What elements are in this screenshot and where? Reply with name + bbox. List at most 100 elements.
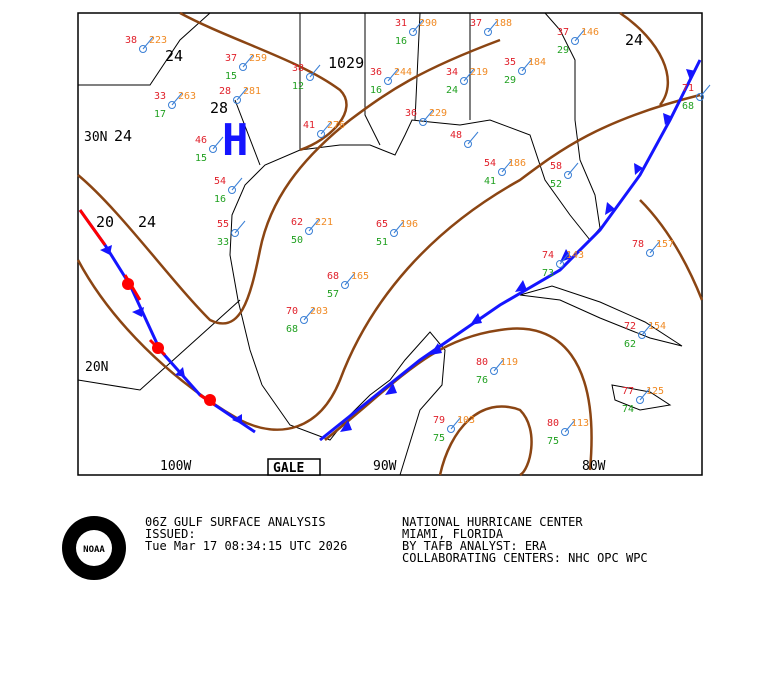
pressure: 188 — [494, 18, 512, 29]
dewpoint: 74 — [622, 404, 634, 415]
pressure: 113 — [571, 418, 589, 429]
dewpoint: 24 — [446, 85, 458, 96]
station-circle — [696, 93, 704, 101]
dewpoint: 41 — [484, 176, 496, 187]
high-center: H — [222, 115, 249, 166]
dewpoint: 29 — [557, 45, 569, 56]
station-circle — [409, 28, 417, 36]
wind-barb — [171, 92, 183, 106]
wind-barb — [501, 159, 513, 173]
pressure: 221 — [315, 217, 333, 228]
wind-barb — [212, 136, 224, 150]
station-circle — [556, 260, 564, 268]
pressure: 281 — [243, 86, 261, 97]
wind-barb — [242, 54, 254, 68]
lat-label: 30N — [84, 130, 107, 145]
dewpoint: 62 — [624, 339, 636, 350]
gale-label: GALE — [273, 461, 304, 476]
lon-label: 100W — [160, 459, 191, 474]
dewpoint: 52 — [550, 179, 562, 190]
temperature: 77 — [622, 386, 634, 397]
wind-barb — [450, 416, 462, 430]
dewpoint: 50 — [291, 235, 303, 246]
temperature: 80 — [547, 418, 559, 429]
temperature: 74 — [542, 250, 554, 261]
station-circle — [638, 331, 646, 339]
lat-label: 20N — [85, 360, 108, 375]
dewpoint: 16 — [395, 36, 407, 47]
station-circle — [646, 249, 654, 257]
pressure: 244 — [394, 67, 412, 78]
pressure: 157 — [656, 239, 674, 250]
station-circle — [168, 101, 176, 109]
wind-barb — [412, 19, 424, 33]
pressure: 223 — [149, 35, 167, 46]
station-circle — [419, 118, 427, 126]
stationary-front-west — [78, 209, 256, 434]
temperature: 41 — [303, 120, 315, 131]
pressure: 186 — [508, 158, 526, 169]
dewpoint: 16 — [214, 194, 226, 205]
station-circle — [571, 37, 579, 45]
isobar-label: 20 — [96, 213, 114, 231]
wind-barb — [463, 68, 475, 82]
wind-barb — [574, 28, 586, 42]
wind-barb — [559, 251, 571, 265]
wind-barb — [467, 131, 479, 145]
isobar-label: 24 — [138, 213, 156, 231]
dewpoint: 57 — [327, 289, 339, 300]
temperature: 55 — [217, 219, 229, 230]
temperature: 38 — [125, 35, 137, 46]
dewpoint: 68 — [682, 101, 694, 112]
station-circle — [228, 186, 236, 194]
lon-label: 80W — [582, 459, 606, 474]
gale-box — [267, 458, 321, 476]
station-circle — [518, 67, 526, 75]
temperature: 80 — [476, 357, 488, 368]
labels: 30N 20N 100W 90W 80W 24 24 24 20 24 1029… — [84, 31, 643, 476]
dewpoint: 29 — [504, 75, 516, 86]
temperature: 31 — [395, 18, 407, 29]
temperature: 46 — [195, 135, 207, 146]
temperature: 65 — [376, 219, 388, 230]
pressure: 219 — [470, 67, 488, 78]
pressure: 229 — [429, 108, 447, 119]
dewpoint: 15 — [195, 153, 207, 164]
station-circle — [484, 28, 492, 36]
dewpoint: 51 — [376, 237, 388, 248]
temperature: 78 — [632, 239, 644, 250]
wind-barb — [567, 162, 579, 176]
pressure: 276 — [327, 120, 345, 131]
temperature: 70 — [286, 306, 298, 317]
station-circle — [490, 367, 498, 375]
title-line: 06Z GULF SURFACE ANALYSIS — [145, 515, 326, 529]
pressure: 165 — [351, 271, 369, 282]
isobar-label: 24 — [625, 31, 643, 49]
center-line: NATIONAL HURRICANE CENTER — [402, 515, 583, 529]
lon-label: 90W — [373, 459, 397, 474]
pressure: 263 — [178, 91, 196, 102]
center-line: COLLABORATING CENTERS: NHC OPC WPC — [402, 551, 648, 565]
station-circle — [300, 316, 308, 324]
wind-barb — [231, 177, 243, 191]
logo-text: NOAA — [83, 545, 105, 555]
pressure: 125 — [646, 386, 664, 397]
center-line: MIAMI, FLORIDA — [402, 527, 504, 541]
dewpoint: 73 — [542, 268, 554, 279]
station-circle — [390, 229, 398, 237]
temperature: 54 — [484, 158, 496, 169]
wind-barb — [142, 36, 154, 50]
dewpoint: 15 — [225, 71, 237, 82]
pressure: 196 — [400, 219, 418, 230]
temperature: 28 — [219, 86, 231, 97]
dewpoint: 76 — [476, 375, 488, 386]
isobars — [76, 11, 704, 477]
station-circle — [305, 227, 313, 235]
station-circle — [564, 171, 572, 179]
dewpoint: 75 — [433, 433, 445, 444]
temperature: 36 — [405, 108, 417, 119]
dewpoint: 68 — [286, 324, 298, 335]
wind-barb — [564, 419, 576, 433]
pressure: 146 — [581, 27, 599, 38]
